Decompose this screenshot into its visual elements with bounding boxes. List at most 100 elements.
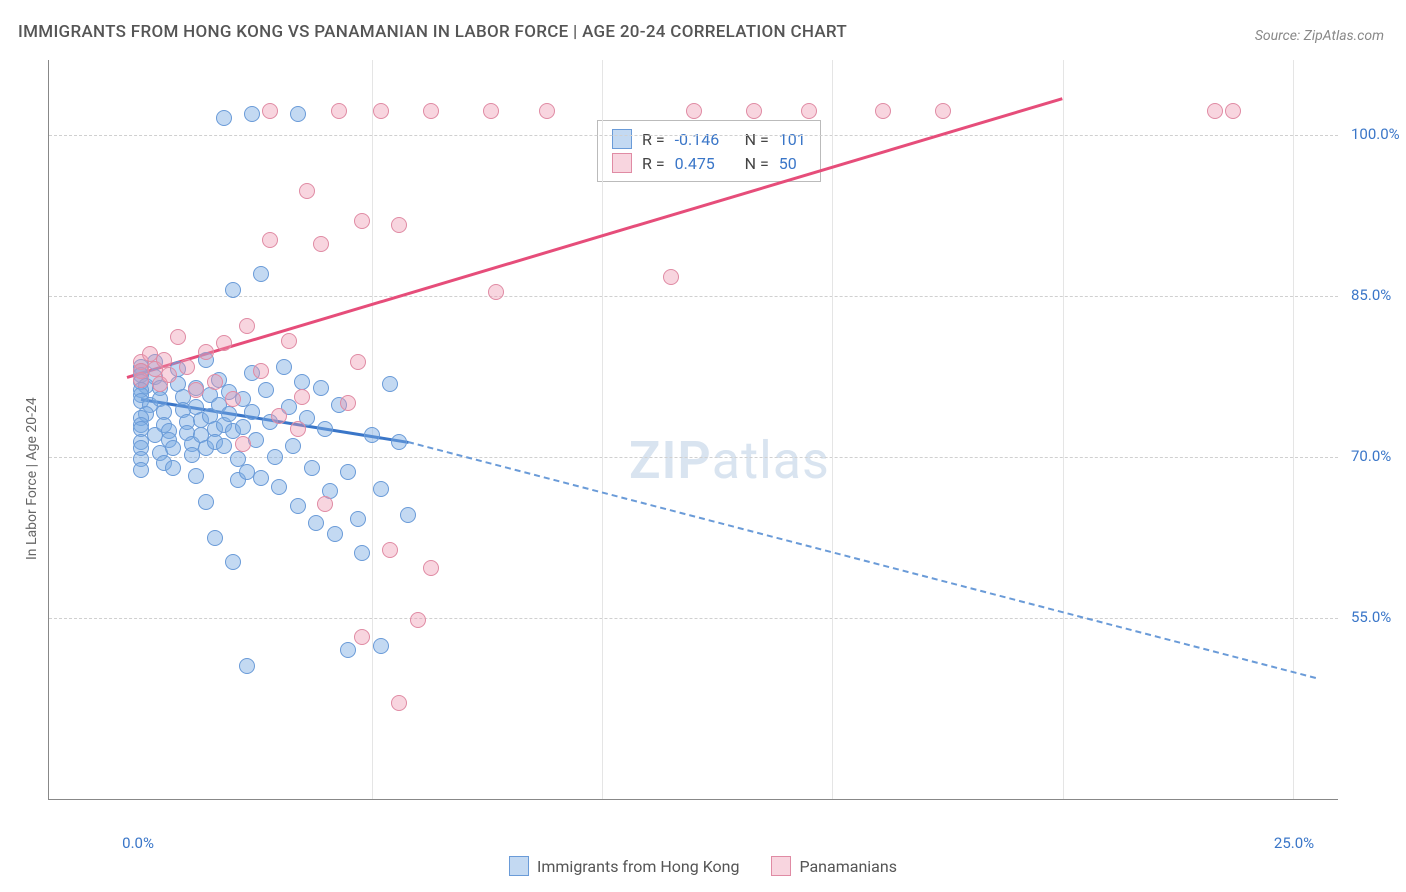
data-point	[294, 389, 310, 405]
data-point	[165, 440, 181, 456]
watermark: ZIPatlas	[629, 430, 830, 491]
data-point	[354, 545, 370, 561]
x-tick-label: 0.0%	[122, 834, 154, 852]
data-point	[294, 374, 310, 390]
data-point	[423, 103, 439, 119]
data-point	[373, 638, 389, 654]
data-point	[340, 642, 356, 658]
data-point	[350, 354, 366, 370]
gridline-h	[49, 296, 1338, 297]
data-point	[170, 329, 186, 345]
data-point	[400, 507, 416, 523]
y-axis-label: In Labor Force | Age 20-24	[24, 397, 40, 560]
data-point	[1207, 103, 1223, 119]
data-point	[188, 468, 204, 484]
data-point	[253, 363, 269, 379]
data-point	[207, 374, 223, 390]
data-point	[244, 404, 260, 420]
data-point	[423, 560, 439, 576]
data-point	[262, 103, 278, 119]
data-point	[290, 498, 306, 514]
data-point	[198, 494, 214, 510]
chart-title: IMMIGRANTS FROM HONG KONG VS PANAMANIAN …	[18, 22, 847, 42]
data-point	[382, 376, 398, 392]
data-point	[327, 526, 343, 542]
data-point	[350, 511, 366, 527]
legend-series-item: Immigrants from Hong Kong	[509, 856, 739, 876]
source-credit: Source: ZipAtlas.com	[1255, 28, 1384, 44]
data-point	[663, 269, 679, 285]
data-point	[207, 530, 223, 546]
data-point	[290, 421, 306, 437]
legend-r-label: R =	[642, 130, 665, 149]
data-point	[313, 236, 329, 252]
data-point	[313, 380, 329, 396]
data-point	[373, 103, 389, 119]
legend-series-item: Panamanians	[771, 856, 897, 876]
data-point	[746, 103, 762, 119]
data-point	[686, 103, 702, 119]
data-point	[364, 427, 380, 443]
data-point	[290, 106, 306, 122]
legend-n-value: 50	[779, 154, 797, 173]
legend-series-label: Panamanians	[799, 857, 897, 876]
data-point	[340, 464, 356, 480]
data-point	[299, 183, 315, 199]
trend-line-dashed	[408, 441, 1316, 679]
data-point	[801, 103, 817, 119]
data-point	[133, 462, 149, 478]
data-point	[198, 344, 214, 360]
plot-area: ZIPatlas R =-0.146N =101R =0.475N =50 55…	[48, 60, 1338, 800]
data-point	[244, 106, 260, 122]
legend-series-label: Immigrants from Hong Kong	[537, 857, 739, 876]
legend-n-label: N =	[745, 130, 769, 149]
data-point	[225, 391, 241, 407]
data-point	[391, 217, 407, 233]
data-point	[317, 496, 333, 512]
data-point	[317, 421, 333, 437]
data-point	[391, 434, 407, 450]
data-point	[179, 359, 195, 375]
data-point	[354, 629, 370, 645]
data-point	[239, 318, 255, 334]
gridline-h	[49, 618, 1338, 619]
correlation-legend: R =-0.146N =101R =0.475N =50	[597, 120, 821, 182]
series-legend: Immigrants from Hong Kong Panamanians	[0, 856, 1406, 876]
legend-correlation-row: R =-0.146N =101	[612, 127, 806, 151]
legend-correlation-row: R =0.475N =50	[612, 151, 806, 175]
gridline-h	[49, 135, 1338, 136]
data-point	[216, 438, 232, 454]
gridline-v	[1063, 60, 1064, 799]
data-point	[354, 213, 370, 229]
data-point	[539, 103, 555, 119]
data-point	[235, 436, 251, 452]
data-point	[875, 103, 891, 119]
data-point	[221, 406, 237, 422]
y-tick-label: 70.0%	[1351, 447, 1391, 465]
data-point	[935, 103, 951, 119]
y-tick-label: 85.0%	[1351, 286, 1391, 304]
data-point	[340, 395, 356, 411]
data-point	[216, 335, 232, 351]
gridline-v	[832, 60, 833, 799]
gridline-v	[602, 60, 603, 799]
y-tick-label: 55.0%	[1351, 608, 1391, 626]
data-point	[258, 382, 274, 398]
legend-n-label: N =	[745, 154, 769, 173]
legend-swatch	[509, 856, 529, 876]
data-point	[304, 460, 320, 476]
data-point	[1225, 103, 1241, 119]
data-point	[285, 438, 301, 454]
legend-swatch	[771, 856, 791, 876]
data-point	[276, 359, 292, 375]
legend-n-value: 101	[779, 130, 806, 149]
data-point	[133, 372, 149, 388]
data-point	[188, 382, 204, 398]
watermark-zip: ZIP	[629, 430, 712, 491]
data-point	[271, 408, 287, 424]
data-point	[271, 479, 287, 495]
data-point	[308, 515, 324, 531]
watermark-atlas: atlas	[712, 430, 830, 491]
data-point	[156, 352, 172, 368]
data-point	[225, 554, 241, 570]
